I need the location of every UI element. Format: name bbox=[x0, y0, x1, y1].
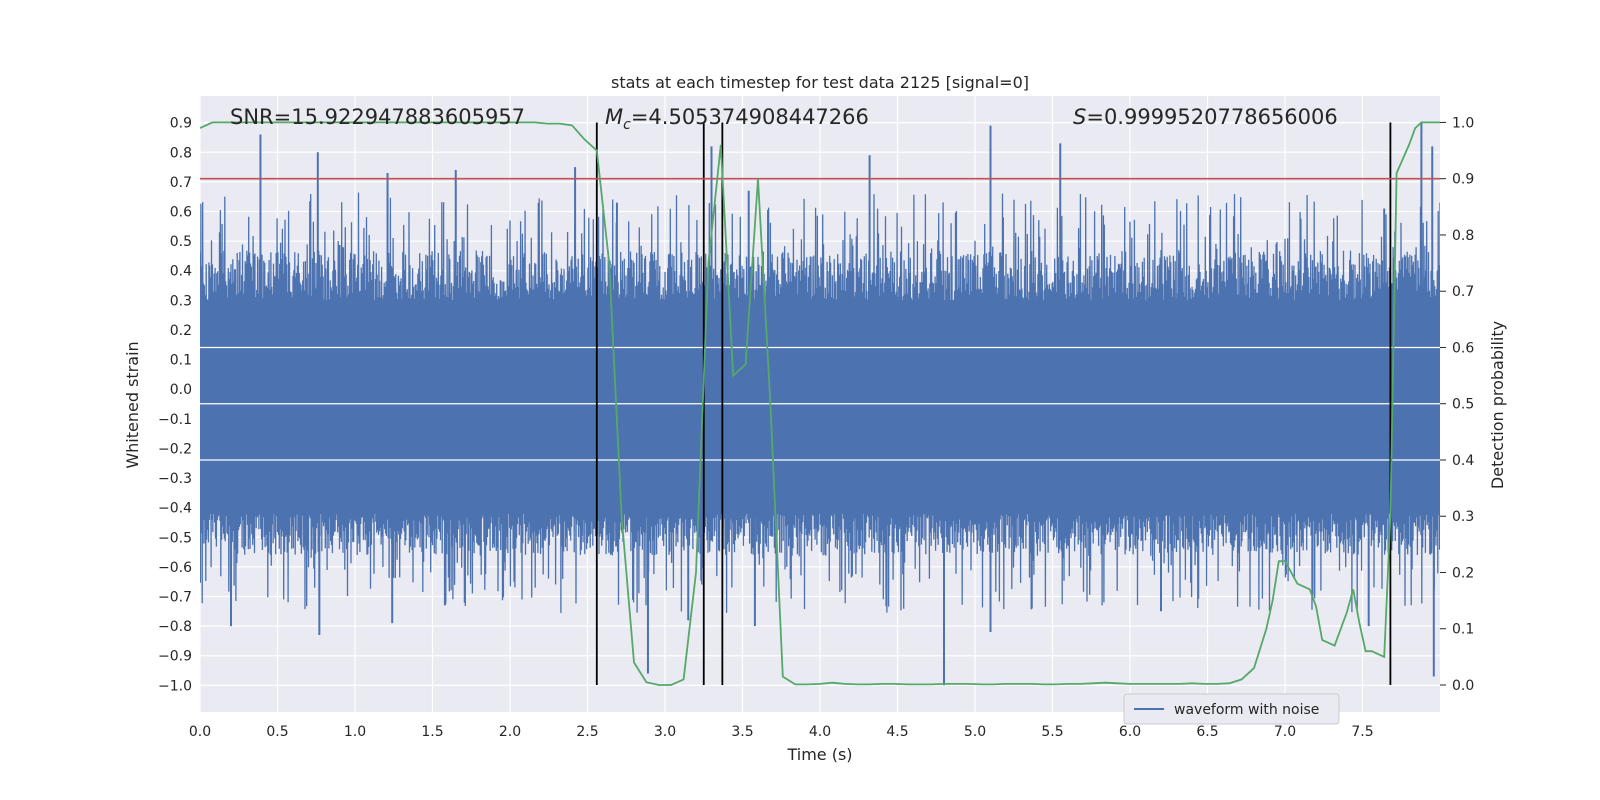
x-tick-label: 4.0 bbox=[809, 724, 831, 740]
y-left-tick-label: 0.8 bbox=[170, 145, 192, 161]
x-axis-label: Time (s) bbox=[786, 745, 852, 764]
probability-series bbox=[200, 121, 1440, 686]
y-left-tick-label: −1.0 bbox=[158, 678, 192, 694]
legend: waveform with noise bbox=[1123, 693, 1340, 725]
y-left-tick-label: 0.5 bbox=[170, 234, 192, 250]
x-tick-label: 2.5 bbox=[576, 724, 598, 740]
chirp-mass-symbol: M bbox=[605, 105, 623, 129]
chart-title: stats at each timestep for test data 212… bbox=[611, 73, 1029, 92]
y-left-tick-label: 0.7 bbox=[170, 175, 192, 191]
legend-box bbox=[1123, 693, 1340, 725]
y-right-tick-label: 0.7 bbox=[1452, 284, 1474, 300]
y-right-axis-ticks: 1.0 0.9 0.8 0.7 0.6 0.5 0.4 0.3 0.2 0.1 0.0 bbox=[1440, 115, 1474, 694]
y-left-tick-label: −0.6 bbox=[158, 560, 192, 576]
y-left-tick-label: −0.9 bbox=[158, 649, 192, 665]
legend-entry-waveform: waveform with noise bbox=[1174, 702, 1319, 718]
x-tick-label: 7.0 bbox=[1274, 724, 1296, 740]
y-right-tick-label: 0.2 bbox=[1452, 565, 1474, 581]
x-tick-label: 7.5 bbox=[1351, 724, 1373, 740]
s-symbol: S bbox=[1073, 105, 1086, 129]
y-left-tick-label: −0.1 bbox=[158, 412, 192, 428]
x-tick-label: 1.0 bbox=[344, 724, 366, 740]
s-value: =0.9999520778656006 bbox=[1086, 105, 1337, 129]
vertical-markers bbox=[595, 122, 1392, 685]
y-right-tick-label: 0.5 bbox=[1452, 397, 1474, 413]
y-right-axis-label: Detection probability bbox=[1488, 321, 1507, 489]
y-left-tick-label: −0.3 bbox=[158, 471, 192, 487]
x-tick-label: 0.5 bbox=[266, 724, 288, 740]
waveform-series bbox=[200, 122, 1440, 686]
chirp-mass-value: =4.505374908447266 bbox=[631, 105, 869, 129]
x-tick-label: 2.0 bbox=[499, 724, 521, 740]
y-left-tick-label: 0.2 bbox=[170, 323, 192, 339]
x-tick-label: 0.0 bbox=[189, 724, 211, 740]
snr-annotation: SNR=15.922947883605957 bbox=[230, 105, 525, 129]
x-tick-label: 5.5 bbox=[1041, 724, 1063, 740]
y-left-tick-label: 0.1 bbox=[170, 353, 192, 369]
x-tick-label: 4.5 bbox=[886, 724, 908, 740]
y-left-tick-label: −0.4 bbox=[158, 501, 192, 517]
y-left-axis-ticks: 0.9 0.8 0.7 0.6 0.5 0.4 0.3 0.2 0.1 0.0 −0.1 −0.2 −0… bbox=[158, 116, 192, 695]
y-left-tick-label: 0.3 bbox=[170, 293, 192, 309]
y-left-tick-label: −0.2 bbox=[158, 441, 192, 457]
x-tick-label: 5.0 bbox=[964, 724, 986, 740]
y-right-tick-label: 0.1 bbox=[1452, 622, 1474, 638]
chirp-mass-subscript: c bbox=[623, 117, 631, 133]
s-annotation: S=0.9999520778656006 bbox=[1073, 105, 1338, 129]
y-left-tick-label: −0.5 bbox=[158, 530, 192, 546]
y-right-tick-label: 0.4 bbox=[1452, 453, 1474, 469]
x-tick-label: 3.5 bbox=[731, 724, 753, 740]
y-right-tick-label: 0.0 bbox=[1452, 678, 1474, 694]
y-left-tick-label: 0.0 bbox=[170, 382, 192, 398]
probability-line bbox=[200, 121, 1440, 686]
x-tick-label: 1.5 bbox=[421, 724, 443, 740]
y-right-tick-label: 0.9 bbox=[1452, 172, 1474, 188]
x-tick-label: 6.5 bbox=[1196, 724, 1218, 740]
y-right-tick-label: 0.3 bbox=[1452, 509, 1474, 525]
y-left-tick-label: 0.9 bbox=[170, 116, 192, 132]
waveform-line bbox=[200, 192, 1440, 614]
y-left-tick-label: 0.4 bbox=[170, 264, 192, 280]
y-left-axis-label: Whitened strain bbox=[123, 341, 142, 468]
chirp-mass-annotation: Mc=4.505374908447266 bbox=[605, 105, 869, 133]
y-left-tick-label: 0.6 bbox=[170, 205, 192, 221]
x-tick-label: 3.0 bbox=[654, 724, 676, 740]
x-axis-ticks: 0.0 0.5 1.0 1.5 2.0 2.5 3.0 3.5 4.0 4.5 5.0 5.5 6.0 6… bbox=[189, 724, 1374, 740]
y-left-tick-label: −0.8 bbox=[158, 619, 192, 635]
y-right-tick-label: 0.6 bbox=[1452, 340, 1474, 356]
y-right-tick-label: 0.8 bbox=[1452, 228, 1474, 244]
y-left-tick-label: −0.7 bbox=[158, 590, 192, 606]
y-right-tick-label: 1.0 bbox=[1452, 115, 1474, 131]
x-tick-label: 6.0 bbox=[1119, 724, 1141, 740]
